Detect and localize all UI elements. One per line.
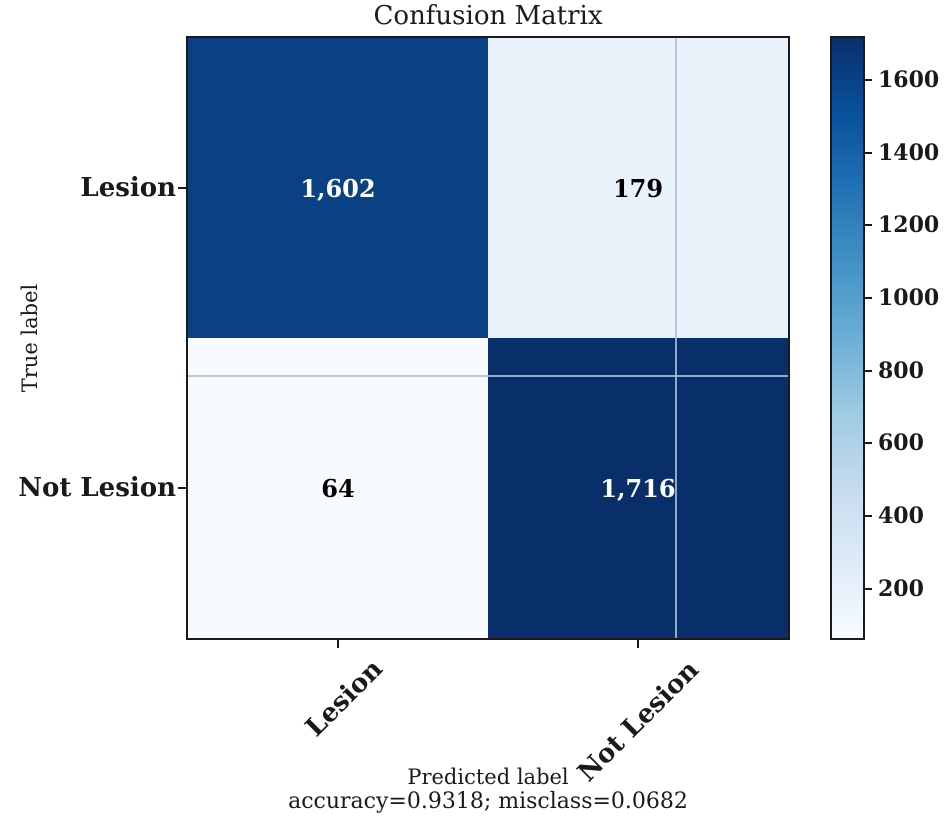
colorbar-tick-mark <box>865 587 872 590</box>
ytick-label-lesion: Lesion <box>80 173 176 203</box>
heatmap-grid: 1,602 179 64 1,716 <box>188 38 788 638</box>
colorbar-tick-mark <box>865 151 872 154</box>
cell-true-lesion-pred-notlesion: 179 <box>488 38 788 338</box>
colorbar-tick-mark <box>865 514 872 517</box>
heatmap-plot-area: 1,602 179 64 1,716 <box>186 36 790 640</box>
colorbar-tick-label: 600 <box>878 430 924 457</box>
colorbar-tick-mark <box>865 224 872 227</box>
colorbar-tick-mark <box>865 442 872 445</box>
accuracy-annotation: accuracy=0.9318; misclass=0.0682 <box>288 789 688 814</box>
cell-true-lesion-pred-lesion: 1,602 <box>188 38 488 338</box>
colorbar-tick-label: 1000 <box>878 285 940 312</box>
colorbar-tick-label: 1600 <box>878 67 940 94</box>
colorbar-tick-label: 200 <box>878 575 924 602</box>
ytick-mark-lesion <box>178 187 186 189</box>
x-axis-title: Predicted label <box>407 765 569 789</box>
cell-separator-vertical <box>675 38 677 638</box>
colorbar-tick-label: 400 <box>878 502 924 529</box>
cell-separator-horizontal <box>188 375 788 377</box>
cell-true-notlesion-pred-lesion: 64 <box>188 338 488 638</box>
ytick-label-notlesion: Not Lesion <box>18 473 176 503</box>
colorbar-tick-mark <box>865 369 872 372</box>
cell-true-notlesion-pred-notlesion: 1,716 <box>488 338 788 638</box>
xtick-mark-lesion <box>337 640 339 648</box>
xtick-label-lesion: Lesion <box>300 654 390 743</box>
ytick-mark-notlesion <box>178 487 186 489</box>
colorbar-tick-label: 800 <box>878 357 924 384</box>
chart-title: Confusion Matrix <box>373 1 603 31</box>
colorbar <box>830 36 865 640</box>
colorbar-tick-mark <box>865 297 872 300</box>
y-axis-title: True label <box>18 283 42 393</box>
colorbar-tick-label: 1200 <box>878 212 940 239</box>
colorbar-tick-label: 1400 <box>878 139 940 166</box>
colorbar-tick-mark <box>865 79 872 82</box>
xtick-mark-notlesion <box>637 640 639 648</box>
